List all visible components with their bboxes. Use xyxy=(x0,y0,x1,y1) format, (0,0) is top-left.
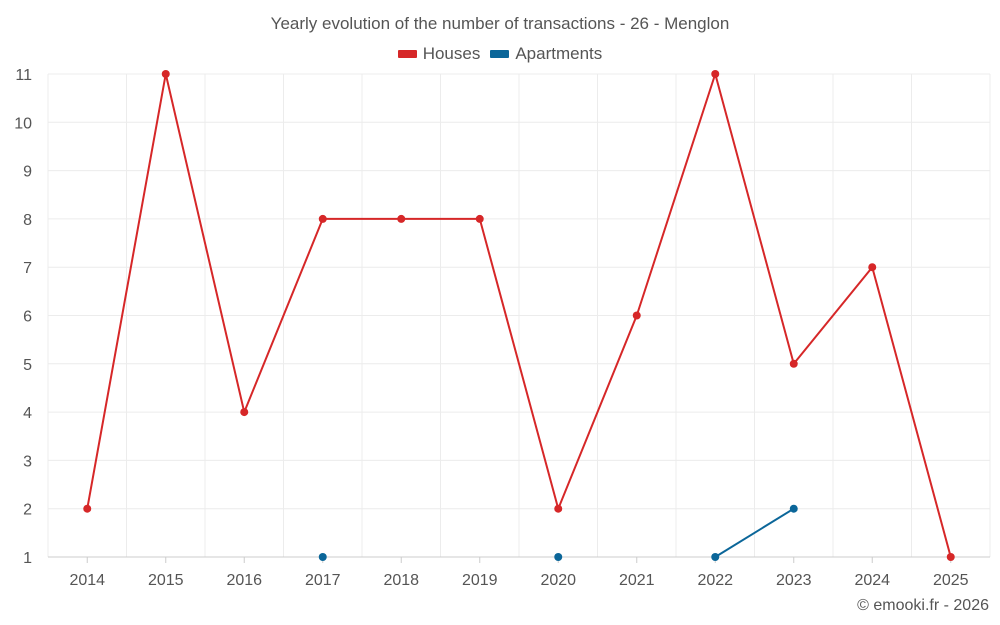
data-point-houses xyxy=(318,214,327,223)
y-tick-label: 8 xyxy=(23,212,32,229)
legend-label-apartments: Apartments xyxy=(515,44,603,63)
data-point-apartments xyxy=(711,553,720,561)
y-tick-label: 9 xyxy=(23,164,32,181)
x-tick-label: 2018 xyxy=(383,572,419,589)
data-point-apartments xyxy=(318,553,327,561)
x-tick-label: 2020 xyxy=(540,572,576,589)
x-tick-label: 2024 xyxy=(854,572,890,589)
data-point-houses xyxy=(868,263,877,272)
x-tick-label: 2022 xyxy=(697,572,733,589)
chart-title: Yearly evolution of the number of transa… xyxy=(270,14,730,33)
data-point-houses xyxy=(161,70,170,78)
data-point-houses xyxy=(83,504,92,513)
y-tick-label: 10 xyxy=(14,115,32,132)
legend-swatch-houses xyxy=(397,50,417,58)
x-tick-label: 2015 xyxy=(148,572,184,589)
data-point-houses xyxy=(397,214,406,223)
x-tick-label: 2016 xyxy=(226,572,262,589)
y-tick-label: 11 xyxy=(15,67,32,84)
legend-label-houses: Houses xyxy=(422,44,481,63)
x-tick-label: 2023 xyxy=(776,572,812,589)
series-line-houses xyxy=(86,73,952,558)
legend-swatch-apartments xyxy=(490,50,510,58)
legend-item-apartments[interactable]: Apartments xyxy=(490,44,602,64)
data-point-houses xyxy=(554,504,563,513)
legend: Houses Apartments xyxy=(0,44,1000,64)
legend-item-houses[interactable]: Houses xyxy=(397,44,481,64)
credit-text: © emooki.fr - 2026 xyxy=(857,597,989,614)
y-tick-label: 2 xyxy=(23,502,32,519)
series-line-apartments xyxy=(714,507,795,558)
y-tick-label: 5 xyxy=(23,357,32,374)
x-tick-label: 2014 xyxy=(69,572,105,589)
data-point-apartments xyxy=(554,553,563,561)
y-tick-label: 1 xyxy=(23,550,32,567)
y-tick-label: 6 xyxy=(23,309,32,326)
data-point-houses xyxy=(475,214,484,223)
y-tick-label: 3 xyxy=(23,453,32,470)
y-tick-label: 4 xyxy=(23,405,32,422)
x-tick-label: 2019 xyxy=(462,572,498,589)
data-point-houses xyxy=(240,408,249,417)
x-tick-label: 2021 xyxy=(619,572,655,589)
data-point-houses xyxy=(946,553,955,561)
data-point-houses xyxy=(789,359,798,368)
y-tick-label: 7 xyxy=(23,260,32,277)
data-point-houses xyxy=(632,311,641,320)
data-point-houses xyxy=(711,70,720,78)
x-tick-label: 2017 xyxy=(305,572,341,589)
x-tick-label: 2025 xyxy=(933,572,969,589)
data-point-apartments xyxy=(789,504,798,513)
